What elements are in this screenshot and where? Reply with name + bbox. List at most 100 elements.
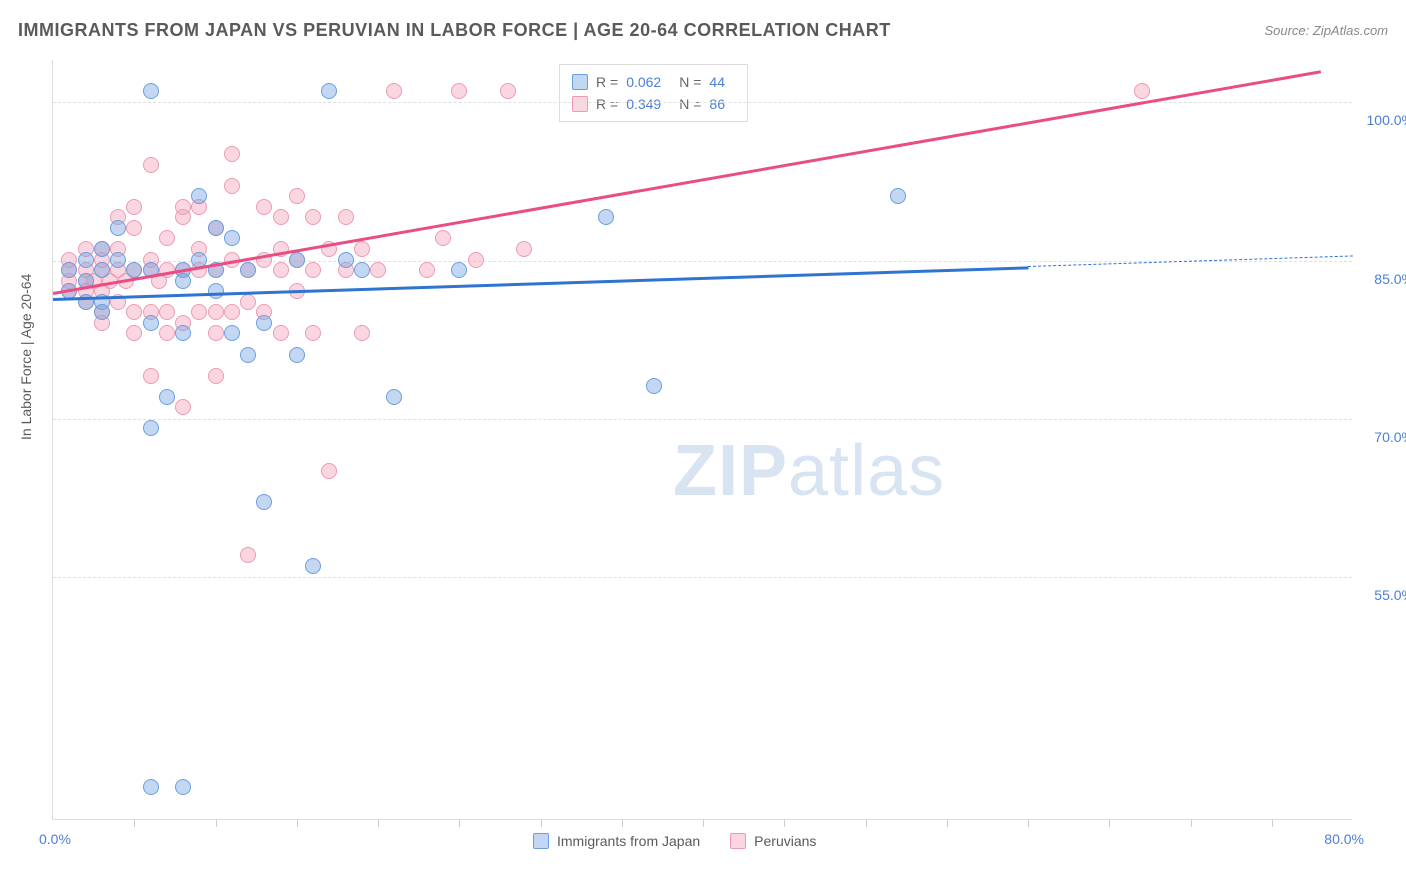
scatter-point-japan: [175, 273, 191, 289]
scatter-point-peruvian: [321, 463, 337, 479]
scatter-point-japan: [143, 315, 159, 331]
scatter-point-peruvian: [208, 368, 224, 384]
scatter-point-peruvian: [126, 325, 142, 341]
stat-n-peruvian: 86: [709, 93, 725, 115]
y-tick-label: 70.0%: [1374, 429, 1406, 445]
scatter-point-peruvian: [143, 157, 159, 173]
legend-label-japan: Immigrants from Japan: [557, 833, 700, 849]
scatter-point-japan: [256, 315, 272, 331]
scatter-point-japan: [224, 325, 240, 341]
scatter-point-peruvian: [419, 262, 435, 278]
x-tick: [1028, 819, 1029, 827]
x-axis-origin-label: 0.0%: [39, 831, 71, 847]
scatter-point-peruvian: [240, 547, 256, 563]
stats-row-japan: R = 0.062 N = 44: [572, 71, 735, 93]
scatter-point-peruvian: [159, 304, 175, 320]
stats-row-peruvian: R = 0.349 N = 86: [572, 93, 735, 115]
scatter-point-japan: [321, 83, 337, 99]
bottom-legend: Immigrants from Japan Peruvians: [533, 833, 816, 849]
swatch-japan-icon: [533, 833, 549, 849]
scatter-point-peruvian: [468, 252, 484, 268]
x-tick: [297, 819, 298, 827]
scatter-point-peruvian: [224, 178, 240, 194]
x-tick: [134, 819, 135, 827]
scatter-point-peruvian: [126, 199, 142, 215]
scatter-point-peruvian: [208, 304, 224, 320]
scatter-point-peruvian: [451, 83, 467, 99]
x-tick: [703, 819, 704, 827]
scatter-point-japan: [646, 378, 662, 394]
scatter-point-japan: [110, 252, 126, 268]
chart-title: IMMIGRANTS FROM JAPAN VS PERUVIAN IN LAB…: [18, 20, 891, 41]
scatter-point-peruvian: [338, 209, 354, 225]
scatter-point-japan: [289, 252, 305, 268]
scatter-point-peruvian: [516, 241, 532, 257]
y-tick-label: 85.0%: [1374, 271, 1406, 287]
scatter-point-japan: [240, 347, 256, 363]
stats-legend: R = 0.062 N = 44 R = 0.349 N = 86: [559, 64, 748, 122]
scatter-point-peruvian: [224, 146, 240, 162]
scatter-point-japan: [256, 494, 272, 510]
y-tick-label: 100.0%: [1367, 112, 1406, 128]
scatter-point-japan: [143, 420, 159, 436]
scatter-point-japan: [208, 283, 224, 299]
scatter-point-japan: [94, 262, 110, 278]
chart-header: IMMIGRANTS FROM JAPAN VS PERUVIAN IN LAB…: [18, 20, 1388, 41]
stat-r-label: R =: [596, 71, 618, 93]
scatter-point-peruvian: [370, 262, 386, 278]
scatter-point-peruvian: [240, 294, 256, 310]
stat-n-label: N =: [679, 71, 701, 93]
scatter-point-peruvian: [159, 325, 175, 341]
scatter-point-japan: [598, 209, 614, 225]
scatter-point-peruvian: [273, 325, 289, 341]
stat-n-japan: 44: [709, 71, 725, 93]
scatter-point-peruvian: [305, 209, 321, 225]
scatter-point-peruvian: [126, 304, 142, 320]
scatter-point-japan: [890, 188, 906, 204]
scatter-point-peruvian: [273, 209, 289, 225]
legend-item-peruvian: Peruvians: [730, 833, 816, 849]
gridline-h: [53, 419, 1352, 420]
x-tick: [1109, 819, 1110, 827]
scatter-point-japan: [175, 779, 191, 795]
x-tick: [784, 819, 785, 827]
scatter-point-peruvian: [191, 304, 207, 320]
scatter-point-peruvian: [435, 230, 451, 246]
watermark-zip: ZIP: [673, 431, 788, 511]
stat-r-peruvian: 0.349: [626, 93, 661, 115]
y-axis-label: In Labor Force | Age 20-64: [18, 274, 34, 440]
x-tick: [947, 819, 948, 827]
scatter-point-peruvian: [305, 325, 321, 341]
x-axis-end-label: 80.0%: [1324, 831, 1364, 847]
scatter-point-japan: [354, 262, 370, 278]
scatter-point-japan: [61, 262, 77, 278]
x-tick: [622, 819, 623, 827]
scatter-point-japan: [305, 558, 321, 574]
x-tick: [541, 819, 542, 827]
scatter-point-peruvian: [354, 241, 370, 257]
scatter-point-japan: [289, 347, 305, 363]
scatter-point-japan: [94, 241, 110, 257]
stat-r-label2: R =: [596, 93, 618, 115]
scatter-point-japan: [451, 262, 467, 278]
scatter-point-japan: [143, 83, 159, 99]
x-tick: [459, 819, 460, 827]
scatter-point-peruvian: [256, 199, 272, 215]
scatter-point-japan: [208, 220, 224, 236]
gridline-h: [53, 577, 1352, 578]
scatter-point-peruvian: [354, 325, 370, 341]
legend-label-peruvian: Peruvians: [754, 833, 816, 849]
swatch-japan-icon: [572, 74, 588, 90]
scatter-point-peruvian: [386, 83, 402, 99]
scatter-point-japan: [78, 252, 94, 268]
scatter-point-peruvian: [175, 199, 191, 215]
stat-r-japan: 0.062: [626, 71, 661, 93]
scatter-point-japan: [175, 325, 191, 341]
scatter-point-peruvian: [208, 325, 224, 341]
chart-plot-area: ZIPatlas R = 0.062 N = 44 R = 0.349 N = …: [52, 60, 1352, 820]
chart-source: Source: ZipAtlas.com: [1264, 23, 1388, 38]
scatter-point-peruvian: [126, 220, 142, 236]
scatter-point-peruvian: [159, 230, 175, 246]
scatter-point-peruvian: [143, 368, 159, 384]
watermark: ZIPatlas: [673, 430, 945, 512]
